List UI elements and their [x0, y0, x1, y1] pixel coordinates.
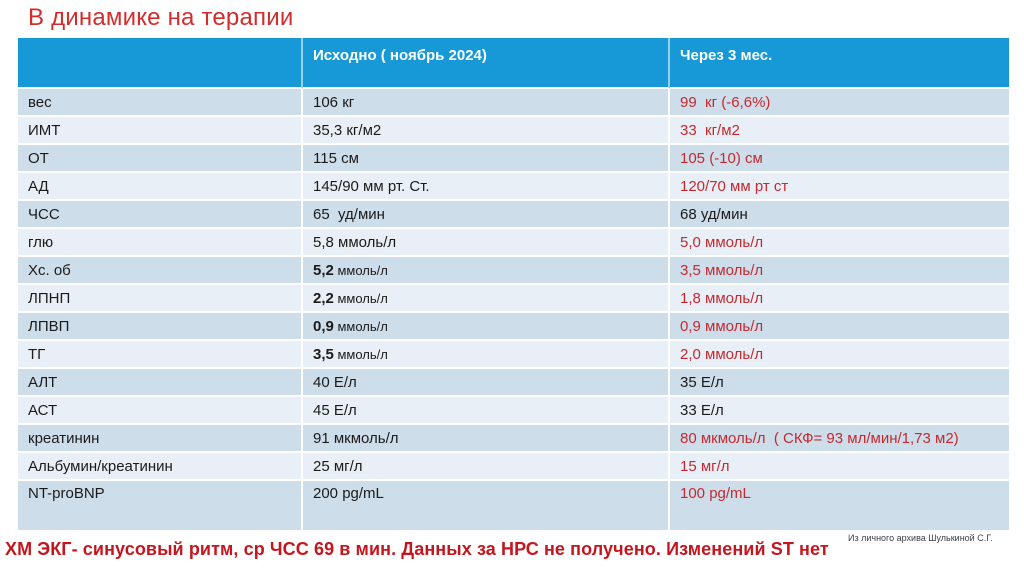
- baseline-cell: 40 Е/л: [303, 369, 670, 397]
- table-row: NT-proBNP 200 pg/mL 100 pg/mL: [18, 481, 1009, 532]
- dynamics-table: Исходно ( ноябрь 2024) Через 3 мес. вес 1…: [18, 38, 1009, 532]
- row-label-cell: ЧСС: [18, 201, 303, 229]
- followup-cell: 105 (-10) см: [670, 145, 1009, 173]
- baseline-cell: 106 кг: [303, 89, 670, 117]
- baseline-cell: 25 мг/л: [303, 453, 670, 481]
- row-label-cell: Альбумин/креатинин: [18, 453, 303, 481]
- footer-note: ХМ ЭКГ- синусовый ритм, ср ЧСС 69 в мин.…: [5, 539, 829, 559]
- followup-cell: 2,0 ммоль/л: [670, 341, 1009, 369]
- followup-cell: 80 мкмоль/л ( СКФ= 93 мл/мин/1,73 м2): [670, 425, 1009, 453]
- table-row: глю 5,8 ммоль/л 5,0 ммоль/л: [18, 229, 1009, 257]
- followup-cell: 1,8 ммоль/л: [670, 285, 1009, 313]
- table-header: Исходно ( ноябрь 2024) Через 3 мес.: [18, 38, 1009, 89]
- table-row: вес 106 кг 99 кг (-6,6%): [18, 89, 1009, 117]
- baseline-cell: 0,9 ммоль/л: [303, 313, 670, 341]
- followup-cell: 0,9 ммоль/л: [670, 313, 1009, 341]
- followup-cell: 99 кг (-6,6%): [670, 89, 1009, 117]
- baseline-cell: 45 Е/л: [303, 397, 670, 425]
- header-cell-empty: [18, 38, 303, 89]
- table-row: АЛТ 40 Е/л 35 Е/л: [18, 369, 1009, 397]
- baseline-cell: 2,2 ммоль/л: [303, 285, 670, 313]
- row-label-cell: АД: [18, 173, 303, 201]
- followup-cell: 15 мг/л: [670, 453, 1009, 481]
- baseline-cell: 35,3 кг/м2: [303, 117, 670, 145]
- baseline-cell: 5,2 ммоль/л: [303, 257, 670, 285]
- row-label-cell: вес: [18, 89, 303, 117]
- row-label-cell: ЛПВП: [18, 313, 303, 341]
- table-row: ТГ 3,5 ммоль/л 2,0 ммоль/л: [18, 341, 1009, 369]
- row-label-cell: NT-proBNP: [18, 481, 303, 532]
- table-row: Хс. об 5,2 ммоль/л 3,5 ммоль/л: [18, 257, 1009, 285]
- row-label-cell: глю: [18, 229, 303, 257]
- followup-cell: 120/70 мм рт ст: [670, 173, 1009, 201]
- followup-cell: 5,0 ммоль/л: [670, 229, 1009, 257]
- followup-cell: 35 Е/л: [670, 369, 1009, 397]
- baseline-cell: 91 мкмоль/л: [303, 425, 670, 453]
- row-label-cell: ТГ: [18, 341, 303, 369]
- header-cell-baseline: Исходно ( ноябрь 2024): [303, 38, 670, 89]
- followup-cell: 68 уд/мин: [670, 201, 1009, 229]
- table-row: Альбумин/креатинин 25 мг/л 15 мг/л: [18, 453, 1009, 481]
- table-row: АД 145/90 мм рт. Ст. 120/70 мм рт ст: [18, 173, 1009, 201]
- table-row: креатинин 91 мкмоль/л 80 мкмоль/л ( СКФ= 9…: [18, 425, 1009, 453]
- baseline-cell: 5,8 ммоль/л: [303, 229, 670, 257]
- followup-cell: 100 pg/mL: [670, 481, 1009, 532]
- table-row: ЧСС 65 уд/мин 68 уд/мин: [18, 201, 1009, 229]
- baseline-cell: 200 pg/mL: [303, 481, 670, 532]
- table-row: ЛПНП 2,2 ммоль/л 1,8 ммоль/л: [18, 285, 1009, 313]
- table-body: вес 106 кг 99 кг (-6,6%) ИМТ 35,3 кг/м2 33 кг…: [18, 89, 1009, 532]
- followup-cell: 33 кг/м2: [670, 117, 1009, 145]
- row-label-cell: ИМТ: [18, 117, 303, 145]
- baseline-cell: 145/90 мм рт. Ст.: [303, 173, 670, 201]
- table-row: АСТ 45 Е/л 33 Е/л: [18, 397, 1009, 425]
- row-label-cell: ОТ: [18, 145, 303, 173]
- row-label-cell: АСТ: [18, 397, 303, 425]
- followup-cell: 33 Е/л: [670, 397, 1009, 425]
- row-label-cell: креатинин: [18, 425, 303, 453]
- baseline-cell: 115 см: [303, 145, 670, 173]
- attribution-note: Из личного архива Шулькиной С.Г.: [848, 533, 993, 543]
- row-label-cell: ЛПНП: [18, 285, 303, 313]
- header-cell-followup: Через 3 мес.: [670, 38, 1009, 89]
- row-label-cell: Хс. об: [18, 257, 303, 285]
- baseline-cell: 3,5 ммоль/л: [303, 341, 670, 369]
- followup-cell: 3,5 ммоль/л: [670, 257, 1009, 285]
- page-title: В динамике на терапии: [28, 4, 294, 31]
- baseline-cell: 65 уд/мин: [303, 201, 670, 229]
- table-row: ЛПВП 0,9 ммоль/л 0,9 ммоль/л: [18, 313, 1009, 341]
- table-row: ИМТ 35,3 кг/м2 33 кг/м2: [18, 117, 1009, 145]
- row-label-cell: АЛТ: [18, 369, 303, 397]
- table-row: ОТ 115 см 105 (-10) см: [18, 145, 1009, 173]
